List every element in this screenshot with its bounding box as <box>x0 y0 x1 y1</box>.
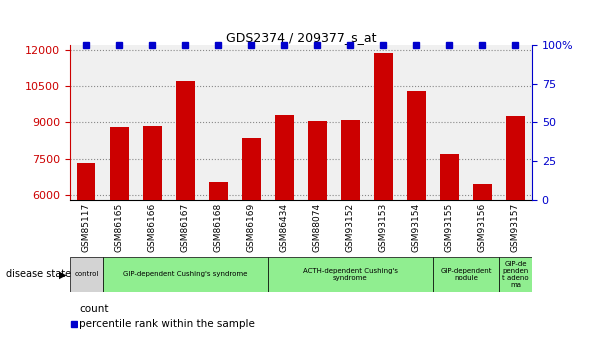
Bar <box>110 127 128 341</box>
Text: GIP-dependent
nodule: GIP-dependent nodule <box>440 268 492 281</box>
Bar <box>440 154 458 341</box>
Bar <box>70 257 103 292</box>
Text: control: control <box>74 271 98 277</box>
Text: disease state: disease state <box>6 269 71 279</box>
Bar <box>499 257 532 292</box>
Bar <box>433 257 499 292</box>
Bar <box>209 182 227 341</box>
Text: ▶: ▶ <box>60 269 67 279</box>
Bar <box>341 120 359 341</box>
Text: percentile rank within the sample: percentile rank within the sample <box>79 319 255 329</box>
Bar <box>176 81 195 341</box>
Bar <box>506 116 525 341</box>
Bar <box>474 184 491 341</box>
Text: GIP-de
penden
t adeno
ma: GIP-de penden t adeno ma <box>502 261 529 288</box>
Text: count: count <box>79 304 109 314</box>
Title: GDS2374 / 209377_s_at: GDS2374 / 209377_s_at <box>226 31 376 44</box>
Text: GIP-dependent Cushing's syndrome: GIP-dependent Cushing's syndrome <box>123 271 247 277</box>
Bar <box>103 257 268 292</box>
Bar <box>243 138 260 341</box>
Bar <box>308 121 326 341</box>
Bar <box>143 126 162 341</box>
Bar <box>77 162 95 341</box>
Bar <box>375 53 393 341</box>
Bar <box>268 257 433 292</box>
Bar <box>275 115 294 341</box>
Text: ACTH-dependent Cushing's
syndrome: ACTH-dependent Cushing's syndrome <box>303 268 398 281</box>
Bar <box>407 91 426 341</box>
